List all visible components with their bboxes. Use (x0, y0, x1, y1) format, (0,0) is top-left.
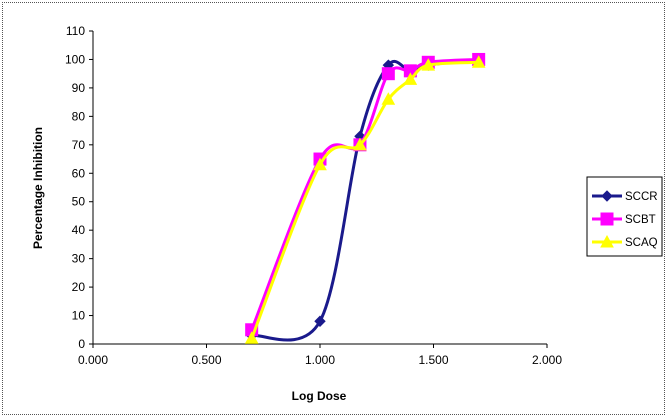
legend-label-scbt: SCBT (625, 214, 656, 226)
y-tick-label: 20 (72, 280, 86, 294)
legend-item-scaq: SCAQ (592, 234, 658, 249)
series-line-sccr (251, 58, 479, 342)
legend: SCCR SCBT SCAQ (586, 176, 663, 257)
data-point-scaq (471, 55, 486, 68)
legend-item-scbt: SCBT (592, 212, 656, 226)
series-line-scaq (250, 60, 479, 339)
x-tick-label: 1.500 (418, 353, 448, 367)
data-point-scbt (381, 67, 395, 81)
x-tick-label: 0.000 (78, 353, 108, 367)
legend-marker-scbt (600, 212, 614, 226)
x-tick-label: 2.000 (532, 353, 562, 367)
data-point-scaq (353, 137, 367, 151)
data-point-scaq (381, 92, 396, 105)
data-point-scaq (313, 157, 327, 171)
series-scbt (245, 52, 486, 337)
y-tick-label: 80 (72, 109, 86, 123)
series-line-scbt (250, 58, 479, 331)
data-point-sccr (314, 315, 326, 327)
series-sccr (245, 53, 485, 342)
y-tick-label: 70 (72, 138, 86, 152)
data-point-scaq (244, 331, 259, 344)
legend-label-scaq: SCAQ (625, 237, 658, 249)
legend-label-sccr: SCCR (625, 191, 658, 203)
series-scaq (244, 55, 486, 344)
y-tick-label: 40 (72, 223, 86, 237)
y-tick-label: 50 (72, 195, 86, 209)
plot-area: 0 10 20 30 40 50 60 70 80 90 100 110 0.000 0.500 1.000… (65, 24, 562, 367)
data-point-scaq (421, 58, 436, 71)
series-layer (244, 52, 486, 344)
y-tick-label: 60 (72, 166, 86, 180)
y-tick-label: 0 (78, 337, 85, 351)
chart-frame (2, 2, 665, 415)
legend-item-sccr: SCCR (592, 190, 658, 203)
x-tick-label: 1.000 (305, 353, 335, 367)
x-tick-label: 0.500 (191, 353, 221, 367)
data-point-scaq (403, 72, 418, 85)
y-tick-label: 90 (72, 81, 86, 95)
legend-marker-scaq (600, 234, 614, 248)
y-tick-label: 30 (72, 252, 86, 266)
y-axis-title: Percentage Inhibition (31, 127, 45, 249)
x-axis-title: Log Dose (292, 389, 347, 403)
y-tick-label: 110 (66, 24, 85, 38)
y-tick-label: 10 (72, 309, 86, 323)
legend-marker-sccr (601, 190, 613, 202)
y-tick-label: 100 (65, 52, 85, 66)
